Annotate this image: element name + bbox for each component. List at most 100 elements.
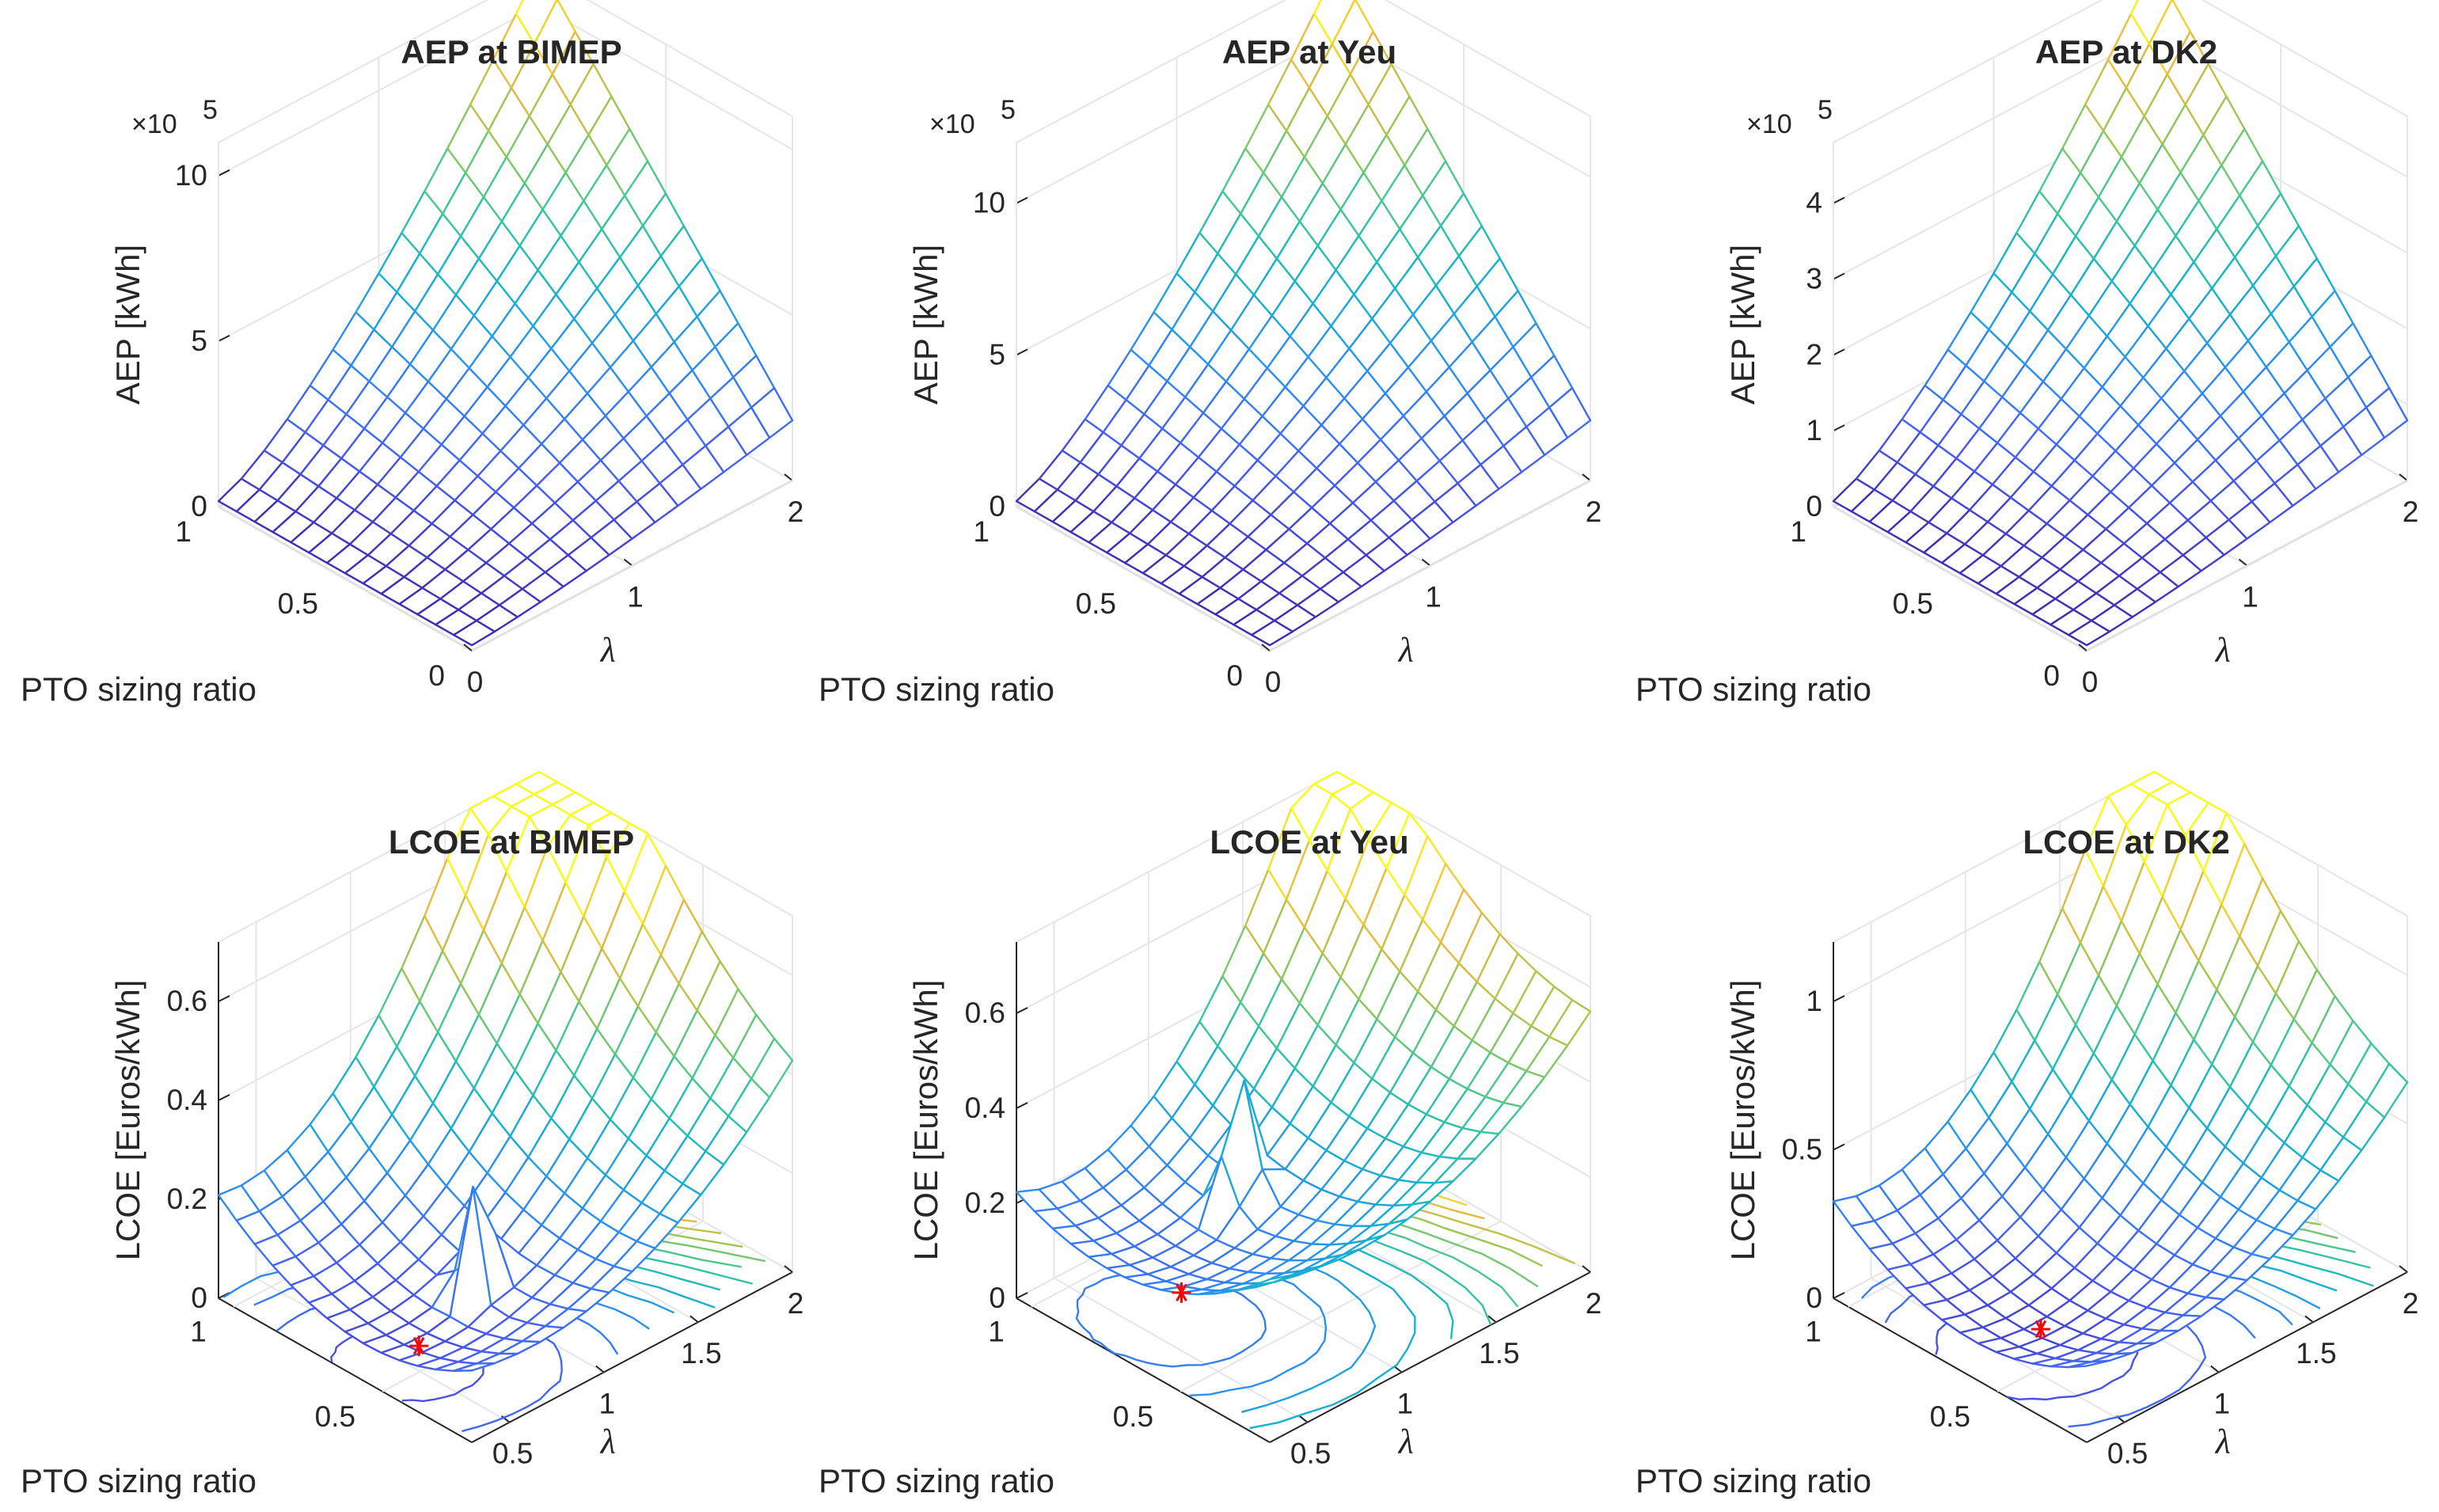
y-tick-label: 0.5 — [1076, 587, 1116, 620]
y-axis-label: PTO sizing ratio — [1635, 671, 1871, 708]
x-tick-mark — [463, 644, 473, 652]
x-tick-mark — [784, 473, 793, 481]
z-axis-label: AEP [kWh] — [1724, 245, 1761, 405]
x-tick-mark — [1582, 473, 1591, 481]
x-tick-label: 0 — [1265, 666, 1282, 698]
lambda-axis-line — [471, 1271, 793, 1443]
exponent-base: ×10 — [1746, 109, 1792, 139]
z-tick-label: 0.2 — [167, 1183, 207, 1215]
y-gridline — [1269, 116, 1591, 652]
y-tick-label: 0.5 — [315, 1400, 355, 1433]
z-tick-mark — [1016, 1292, 1028, 1299]
z-tick-label: 0.4 — [167, 1084, 207, 1116]
chart-title: LCOE at DK2 — [2023, 823, 2229, 860]
exponent-label: ×10 5 — [929, 95, 1016, 139]
z-axis-label: LCOE [Euros/kWh] — [1724, 980, 1761, 1261]
z-tick-label: 1 — [1806, 985, 1822, 1017]
z-axis-label: LCOE [Euros/kWh] — [109, 980, 146, 1261]
x-tick-label: 0.5 — [492, 1438, 533, 1470]
x-tick-label: 0 — [467, 666, 484, 698]
minimum-marker — [1172, 1282, 1191, 1303]
minimum-marker — [2031, 1318, 2050, 1339]
x-axis-label: λ — [1397, 1422, 1414, 1461]
minimum-marker — [409, 1335, 429, 1357]
x-tick-label: 2 — [788, 496, 804, 528]
z-tick-label: 5 — [191, 325, 207, 357]
y-axis-label: PTO sizing ratio — [819, 671, 1054, 708]
z-tick-mark — [1016, 1007, 1028, 1014]
y-axis-label: PTO sizing ratio — [1635, 1462, 1871, 1499]
z-tick-mark — [1016, 1102, 1028, 1109]
y-tick-label: 0 — [2043, 659, 2060, 692]
z-tick-label: 10 — [175, 159, 207, 192]
x-tick-label: 2 — [2403, 496, 2419, 528]
x-tick-mark — [2078, 644, 2088, 652]
y-tick-label: 0 — [428, 659, 445, 692]
x-tick-mark — [623, 558, 633, 567]
chart-title: LCOE at Yeu — [1210, 823, 1408, 860]
y-gridline — [2086, 116, 2408, 652]
x-axis-label: λ — [2214, 1422, 2231, 1461]
surface-cell — [2365, 386, 2409, 439]
z-tick-label: 0 — [989, 490, 1005, 522]
z-tick-mark — [1833, 1143, 1845, 1151]
x-gridline — [1053, 921, 1309, 1423]
x-tick-mark — [2210, 1365, 2220, 1373]
x-tick-label: 0.5 — [1290, 1438, 1331, 1470]
exponent-base: ×10 — [131, 109, 177, 139]
chart-title: LCOE at BIMEP — [389, 823, 634, 860]
y-tick-label: 1 — [175, 515, 192, 548]
z-tick-label: 10 — [973, 187, 1005, 219]
y-tick-label: 0.5 — [278, 587, 318, 620]
x-tick-label: 0 — [2082, 666, 2099, 698]
y-tick-label: 0 — [1226, 659, 1243, 692]
x-tick-label: 1 — [598, 1387, 615, 1419]
x-tick-mark — [1421, 558, 1431, 567]
panel-4: 0 0.2 0.4 0.6 0.5 1 1.5 2 0.5 1 LCOE at BIMEP LCOE … — [21, 770, 804, 1499]
x-axis-label: λ — [599, 1422, 616, 1461]
z-tick-label: 0 — [1806, 1282, 1822, 1314]
z-tick-label: 0 — [191, 1282, 207, 1314]
z-tick-label: 0.4 — [965, 1092, 1005, 1124]
y-axis-label: PTO sizing ratio — [21, 1462, 256, 1499]
y-tick-label: 1 — [988, 1316, 1005, 1348]
z-tick-mark — [1833, 1292, 1845, 1299]
panel-5: 0 0.2 0.4 0.6 0.5 1 1.5 2 0.5 1 LCOE at Yeu LCOE [E… — [819, 770, 1602, 1499]
z-tick-label: 3 — [1806, 263, 1822, 295]
z-tick-mark — [1016, 348, 1028, 356]
exponent-base: ×10 — [929, 109, 975, 139]
z-tick-mark — [1833, 995, 1845, 1002]
x-tick-mark — [595, 1365, 605, 1373]
x-tick-label: 1.5 — [681, 1337, 721, 1370]
x-tick-mark — [1582, 1265, 1591, 1273]
surface-cell — [2365, 1062, 2409, 1119]
y-tick-label: 0.5 — [1893, 587, 1933, 620]
surface-cell — [750, 386, 794, 439]
x-tick-mark — [2399, 1265, 2408, 1273]
lambda-axis-line — [2086, 1271, 2408, 1443]
x-axis-label: λ — [599, 630, 616, 669]
z-axis-label: LCOE [Euros/kWh] — [907, 980, 944, 1261]
x-gridline — [1870, 921, 2126, 1423]
z-tick-mark — [218, 995, 230, 1002]
x-tick-label: 1.5 — [1479, 1337, 1519, 1370]
x-tick-mark — [1261, 644, 1271, 652]
y-tick-label: 0.5 — [1930, 1400, 1970, 1433]
y-axis-label: PTO sizing ratio — [819, 1462, 1054, 1499]
x-tick-mark — [690, 1315, 699, 1324]
z-tick-mark — [1016, 196, 1028, 204]
panel-6: 0 0.5 1 0.5 1 1.5 2 0.5 1 LCOE at DK2 LCOE [Euros/… — [1635, 770, 2418, 1499]
x-tick-label: 2 — [1586, 1287, 1602, 1320]
x-tick-label: 1 — [1425, 581, 1442, 614]
z-tick-label: 0.2 — [965, 1187, 1005, 1219]
x-tick-mark — [784, 1265, 793, 1273]
y-tick-label: 1 — [1790, 515, 1806, 548]
x-axis-label: λ — [1397, 630, 1414, 669]
y-tick-label: 1 — [190, 1316, 207, 1348]
y-tick-label: 0.5 — [1113, 1400, 1153, 1433]
z-tick-label: 0 — [1806, 490, 1822, 522]
